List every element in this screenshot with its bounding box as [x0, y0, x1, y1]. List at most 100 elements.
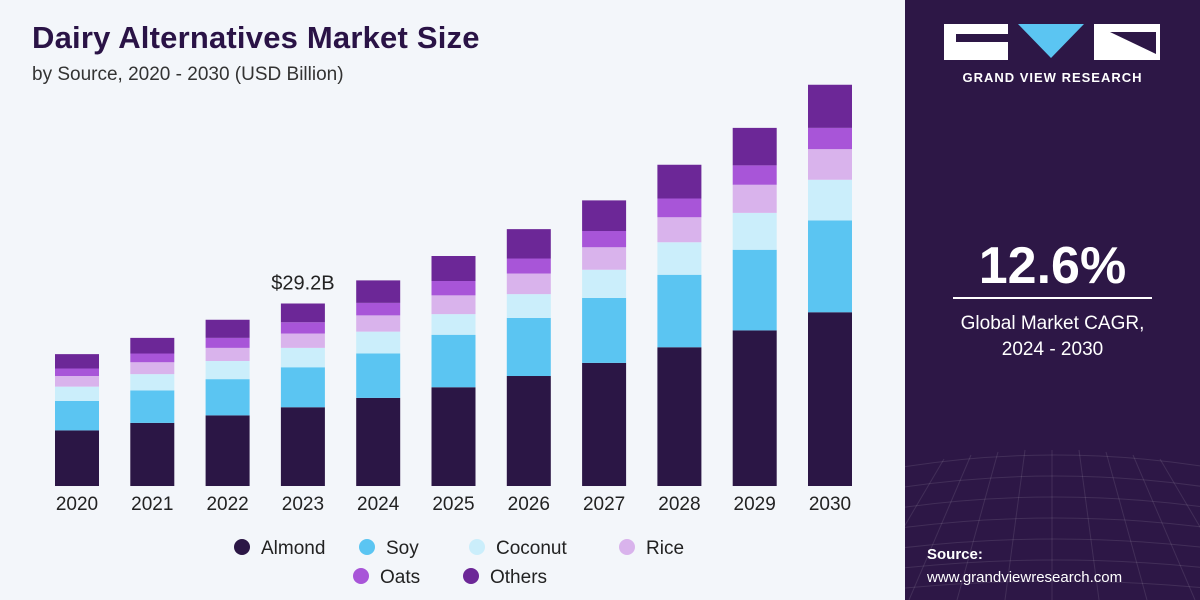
bar-segment-rice-2028: [657, 217, 702, 243]
bar-segment-soy-2024: [356, 353, 401, 398]
x-tick-label-2029: 2029: [734, 494, 776, 515]
cagr-divider: [953, 297, 1152, 299]
legend-label-oats: Oats: [380, 567, 420, 588]
bar-segment-others-2022: [205, 319, 250, 338]
stacked-bar-chart: 2020 2021 2022 2023 $29.2B 2024 2025 2026 2027 20…: [55, 84, 852, 588]
legend-swatch-soy: [359, 539, 375, 555]
legend-swatch-rice: [619, 539, 635, 555]
bar-segment-others-2020: [55, 354, 99, 369]
legend-label-almond: Almond: [261, 538, 325, 559]
bar-segment-rice-2023: [280, 333, 325, 348]
bar-segment-almond-2028: [657, 347, 702, 486]
bar-segment-others-2025: [431, 256, 476, 281]
bar-segment-rice-2022: [205, 347, 250, 362]
bar-segment-others-2024: [356, 280, 401, 303]
bar-segment-rice-2029: [732, 184, 777, 213]
cagr-label-line-2: 2024 - 2030: [1001, 339, 1104, 360]
bar-segment-almond-2026: [506, 376, 551, 486]
x-tick-label-2021: 2021: [131, 494, 173, 515]
bar-segment-rice-2026: [506, 273, 551, 295]
bar-segment-almond-2021: [130, 422, 175, 487]
cagr-label: Global Market CAGR, 2024 - 2030: [905, 311, 1200, 363]
x-tick-label-2024: 2024: [357, 494, 400, 515]
brand-name: GRAND VIEW RESEARCH: [962, 70, 1143, 85]
legend-item-soy: Soy: [359, 538, 419, 559]
legend-swatch-others: [463, 568, 479, 584]
bar-segment-coconut-2030: [808, 179, 852, 221]
bar-segment-oats-2028: [657, 198, 702, 218]
chart-panel: Dairy Alternatives Market Size by Source…: [32, 20, 852, 588]
bar-segment-others-2026: [506, 229, 551, 259]
legend-label-soy: Soy: [386, 538, 419, 559]
legend-item-oats: Oats: [353, 567, 420, 588]
bar-segment-almond-2029: [732, 330, 777, 487]
legend-item-almond: Almond: [234, 538, 325, 559]
bar-segment-soy-2022: [205, 379, 250, 416]
bar-segment-almond-2027: [582, 362, 627, 487]
bar-segment-oats-2025: [431, 281, 476, 296]
bar-segment-coconut-2025: [431, 314, 476, 335]
legend-label-coconut: Coconut: [496, 538, 567, 559]
source-link[interactable]: www.grandviewresearch.com: [927, 569, 1123, 586]
legend-item-others: Others: [463, 567, 547, 588]
x-tick-label-2025: 2025: [432, 494, 474, 515]
bar-segment-others-2029: [732, 127, 777, 166]
bar-segment-soy-2029: [732, 249, 777, 331]
bar-segment-coconut-2028: [657, 242, 702, 275]
bar-segment-rice-2025: [431, 295, 476, 315]
bar-segment-soy-2025: [431, 334, 476, 388]
x-tick-label-2022: 2022: [206, 494, 248, 515]
bar-segment-oats-2023: [280, 322, 325, 334]
bar-segment-almond-2022: [205, 415, 250, 487]
bar-segment-soy-2026: [506, 317, 551, 377]
bar-segment-coconut-2021: [130, 374, 175, 391]
bar-segment-rice-2021: [130, 362, 175, 375]
sidebar: GRAND VIEW RESEARCH 12.6% Global Market …: [905, 0, 1200, 600]
bar-segment-others-2027: [582, 200, 627, 232]
bar-segment-oats-2029: [732, 165, 777, 185]
bar-segment-oats-2020: [55, 368, 99, 376]
x-tick-label-2027: 2027: [583, 494, 625, 515]
bar-segment-others-2021: [130, 337, 175, 354]
bar-segment-almond-2030: [808, 312, 852, 486]
bar-segment-rice-2030: [808, 149, 852, 180]
bar-segment-coconut-2024: [356, 331, 401, 354]
legend-swatch-almond: [234, 539, 250, 555]
bar-segment-soy-2023: [280, 367, 325, 408]
bar-segment-soy-2028: [657, 274, 702, 348]
bar-segment-oats-2030: [808, 127, 852, 150]
bar-segment-rice-2024: [356, 315, 401, 332]
bar-segment-soy-2020: [55, 401, 99, 431]
bar-segment-almond-2020: [55, 430, 99, 487]
bar-segment-oats-2026: [506, 258, 551, 274]
bar-segment-almond-2023: [280, 407, 325, 486]
bar-segment-soy-2030: [808, 220, 852, 313]
cagr-value: 12.6%: [978, 237, 1127, 295]
bar-segment-others-2023: [280, 303, 325, 323]
bar-segment-oats-2022: [205, 337, 250, 348]
x-tick-label-2023: 2023: [282, 494, 324, 515]
bar-segment-oats-2024: [356, 302, 401, 316]
bar-segment-soy-2021: [130, 390, 175, 423]
legend-swatch-oats: [353, 568, 369, 584]
bar-segment-coconut-2020: [55, 386, 99, 401]
bar-segment-coconut-2022: [205, 361, 250, 380]
grand-view-research-logo: [944, 24, 1160, 60]
bar-segment-coconut-2029: [732, 212, 777, 250]
legend-label-rice: Rice: [646, 538, 684, 559]
bar-segment-others-2030: [808, 84, 852, 128]
legend-item-coconut: Coconut: [469, 538, 567, 559]
bar-segment-soy-2027: [582, 297, 627, 363]
legend-swatch-coconut: [469, 539, 485, 555]
legend-label-others: Others: [490, 567, 547, 588]
chart-subtitle: by Source, 2020 - 2030 (USD Billion): [32, 64, 344, 85]
bar-segment-coconut-2027: [582, 269, 627, 298]
bar-segment-rice-2027: [582, 247, 627, 270]
bar-segment-almond-2025: [431, 387, 476, 486]
x-tick-label-2030: 2030: [809, 494, 851, 515]
source-label: Source:: [927, 546, 983, 563]
bar-segment-almond-2024: [356, 397, 401, 487]
decorative-grid-background: [905, 449, 1200, 600]
bar-segment-coconut-2023: [280, 347, 325, 368]
x-tick-label-2026: 2026: [508, 494, 550, 515]
